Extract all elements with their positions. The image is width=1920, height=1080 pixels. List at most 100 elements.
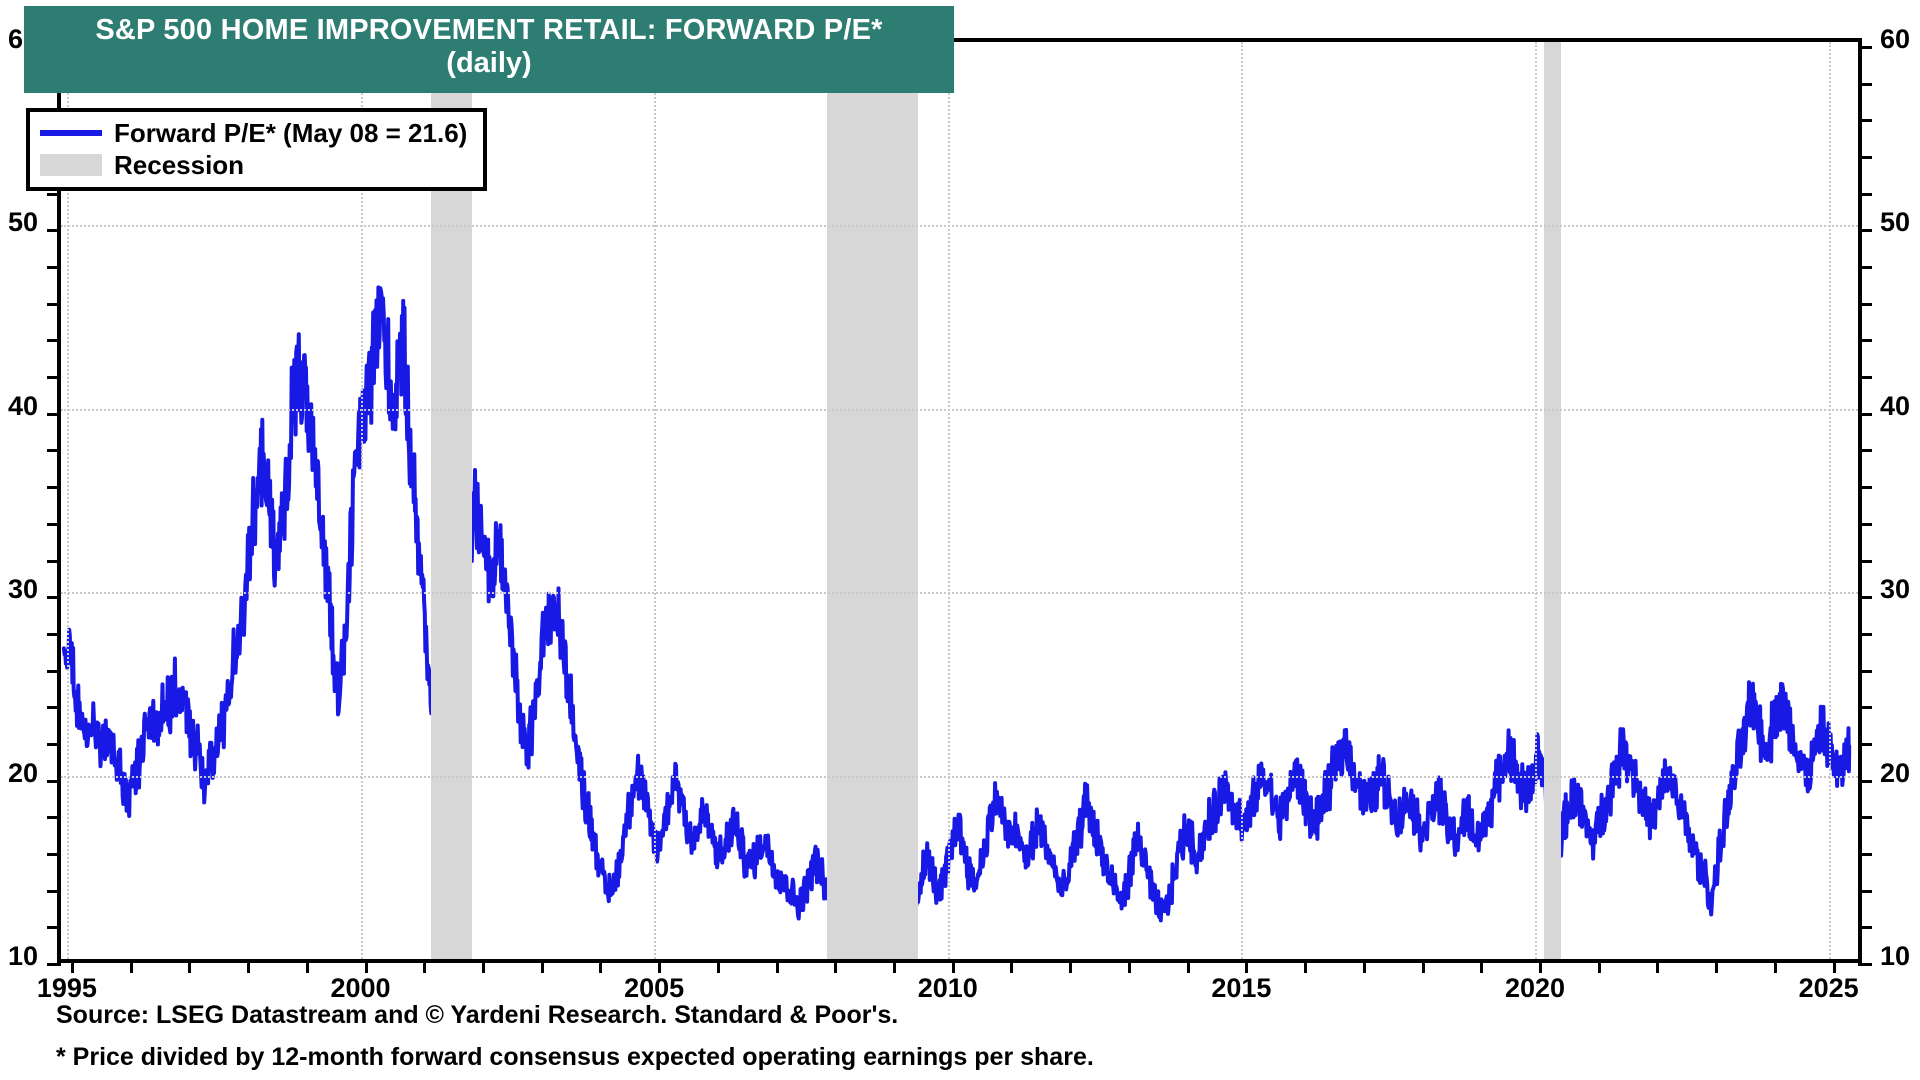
chart-subtitle: (daily) bbox=[446, 47, 532, 80]
y-tick-right-54 bbox=[1858, 156, 1872, 160]
x-tick-2012 bbox=[1069, 959, 1073, 973]
y-tick-left-46 bbox=[47, 302, 61, 306]
y-tick-right-40 bbox=[1858, 412, 1872, 416]
x-label-2025: 2025 bbox=[1798, 973, 1859, 1003]
y-tick-right-56 bbox=[1858, 119, 1872, 123]
y-label-right-30: 30 bbox=[1880, 574, 1911, 605]
y-tick-left-52 bbox=[47, 192, 61, 196]
grid-v-2025 bbox=[1828, 42, 1831, 959]
x-tick-1997 bbox=[188, 959, 192, 973]
legend-series-label: Forward P/E* (May 08 = 21.6) bbox=[114, 117, 468, 148]
x-tick-2010 bbox=[951, 959, 955, 973]
x-tick-2016 bbox=[1304, 959, 1308, 973]
x-tick-2023 bbox=[1715, 959, 1719, 973]
grid-v-2000 bbox=[360, 42, 363, 959]
y-tick-left-36 bbox=[47, 486, 61, 490]
grid-v-2015 bbox=[1241, 42, 1244, 959]
grid-v-2010 bbox=[947, 42, 950, 959]
recession-band-1 bbox=[430, 42, 473, 959]
recession-band-3 bbox=[1543, 42, 1562, 959]
y-tick-left-14 bbox=[47, 889, 61, 893]
y-tick-right-32 bbox=[1858, 559, 1872, 563]
x-tick-2024 bbox=[1773, 959, 1777, 973]
legend-item-recession: Recession bbox=[40, 149, 467, 181]
band-swatch-icon bbox=[40, 154, 102, 176]
x-tick-1998 bbox=[247, 959, 251, 973]
legend-recession-label: Recession bbox=[114, 149, 245, 180]
chart-title: S&P 500 HOME IMPROVEMENT RETAIL: FORWARD… bbox=[95, 14, 883, 46]
x-tick-2011 bbox=[1010, 959, 1014, 973]
y-tick-left-12 bbox=[47, 926, 61, 930]
y-tick-left-32 bbox=[47, 559, 61, 563]
recession-band-2 bbox=[827, 42, 919, 959]
x-tick-2022 bbox=[1656, 959, 1660, 973]
y-tick-right-36 bbox=[1858, 486, 1872, 490]
grid-h-50 bbox=[61, 225, 1858, 228]
y-tick-left-50 bbox=[47, 229, 61, 233]
y-tick-left-38 bbox=[47, 449, 61, 453]
y-label-left-40: 40 bbox=[7, 390, 38, 421]
grid-v-1995 bbox=[66, 42, 69, 959]
x-tick-2000 bbox=[364, 959, 368, 973]
x-tick-2001 bbox=[423, 959, 427, 973]
y-tick-left-18 bbox=[47, 816, 61, 820]
y-tick-right-42 bbox=[1858, 376, 1872, 380]
y-tick-right-24 bbox=[1858, 706, 1872, 710]
chart-legend: Forward P/E* (May 08 = 21.6) Recession bbox=[26, 108, 488, 191]
y-tick-right-12 bbox=[1858, 926, 1872, 930]
y-tick-right-10 bbox=[1858, 963, 1872, 966]
x-tick-1999 bbox=[305, 959, 309, 973]
y-tick-left-48 bbox=[47, 266, 61, 270]
x-tick-1996 bbox=[129, 959, 133, 973]
x-tick-2007 bbox=[775, 959, 779, 973]
x-tick-2017 bbox=[1362, 959, 1366, 973]
x-tick-2002 bbox=[481, 959, 485, 973]
y-tick-right-20 bbox=[1858, 779, 1872, 783]
y-tick-right-14 bbox=[1858, 889, 1872, 893]
y-tick-right-48 bbox=[1858, 266, 1872, 270]
y-tick-left-10 bbox=[47, 963, 61, 966]
y-label-right-10: 10 bbox=[1880, 941, 1911, 971]
chart-title-banner: S&P 500 HOME IMPROVEMENT RETAIL: FORWARD… bbox=[24, 6, 954, 93]
footnote-definition: * Price divided by 12-month forward cons… bbox=[56, 1043, 1094, 1071]
plot-inner bbox=[61, 42, 1858, 959]
y-tick-left-22 bbox=[47, 742, 61, 746]
y-tick-right-52 bbox=[1858, 192, 1872, 196]
y-tick-right-58 bbox=[1858, 82, 1872, 86]
x-label-1995: 1995 bbox=[36, 973, 97, 1003]
y-tick-right-38 bbox=[1858, 449, 1872, 453]
x-tick-2008 bbox=[834, 959, 838, 973]
y-tick-left-42 bbox=[47, 376, 61, 380]
y-label-left-20: 20 bbox=[7, 757, 38, 788]
y-tick-left-44 bbox=[47, 339, 61, 343]
y-tick-left-30 bbox=[47, 596, 61, 600]
x-tick-2021 bbox=[1597, 959, 1601, 973]
grid-v-2020 bbox=[1535, 42, 1537, 959]
y-tick-right-30 bbox=[1858, 596, 1872, 600]
y-tick-left-26 bbox=[47, 669, 61, 673]
grid-h-40 bbox=[61, 408, 1858, 411]
x-label-2000: 2000 bbox=[330, 973, 391, 1003]
y-tick-left-28 bbox=[47, 632, 61, 636]
x-tick-2004 bbox=[599, 959, 603, 973]
y-tick-left-16 bbox=[47, 852, 61, 856]
y-label-right-60: 60 bbox=[1880, 24, 1911, 54]
x-tick-2009 bbox=[893, 959, 897, 973]
plot-area bbox=[47, 38, 1872, 973]
x-tick-2013 bbox=[1127, 959, 1131, 973]
y-tick-right-50 bbox=[1858, 229, 1872, 233]
y-tick-left-34 bbox=[47, 522, 61, 526]
y-label-right-50: 50 bbox=[1880, 207, 1911, 238]
x-tick-2019 bbox=[1480, 959, 1484, 973]
x-tick-2003 bbox=[540, 959, 544, 973]
x-tick-2018 bbox=[1421, 959, 1425, 973]
y-tick-right-60 bbox=[1858, 46, 1872, 49]
grid-h-30 bbox=[61, 592, 1858, 595]
y-tick-left-40 bbox=[47, 412, 61, 416]
y-tick-right-22 bbox=[1858, 742, 1872, 746]
source-note: Source: LSEG Datastream and © Yardeni Re… bbox=[56, 1001, 899, 1029]
x-tick-2006 bbox=[716, 959, 720, 973]
x-label-2005: 2005 bbox=[624, 973, 685, 1003]
x-label-2015: 2015 bbox=[1211, 973, 1272, 1003]
